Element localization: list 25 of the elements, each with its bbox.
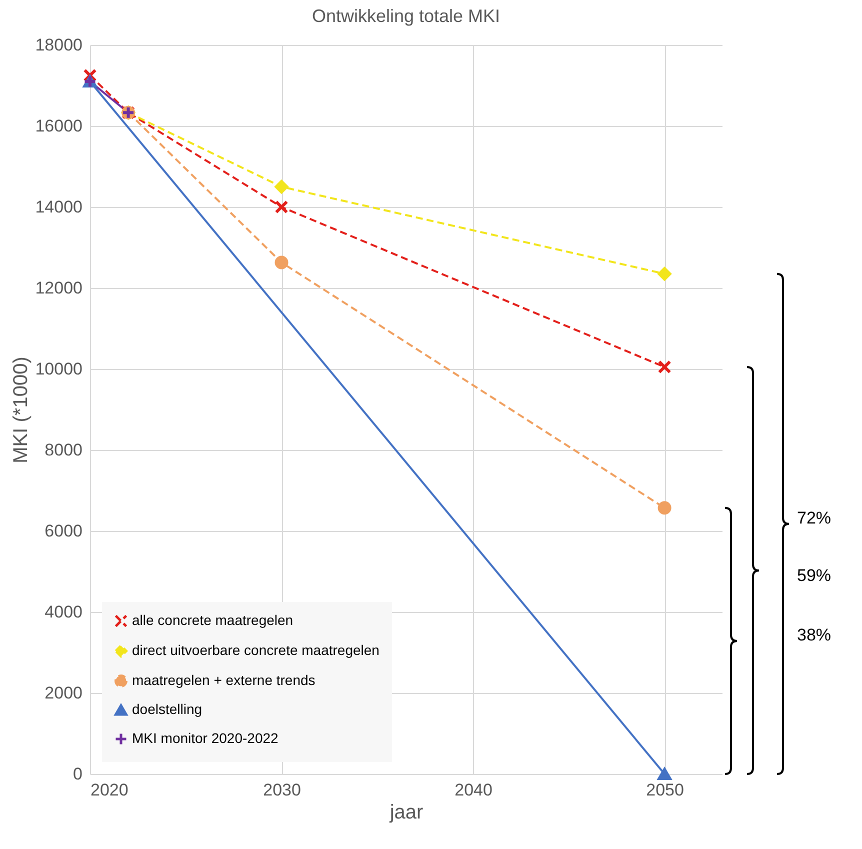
x-tick-label: 2030 — [263, 780, 301, 800]
y-tick-label: 16000 — [35, 116, 82, 136]
chart-title: Ontwikkeling totale MKI — [312, 6, 500, 26]
legend-label: direct uitvoerbare concrete maatregelen — [132, 642, 380, 658]
y-tick-label: 0 — [73, 764, 82, 784]
y-tick-label: 10000 — [35, 360, 82, 378]
legend-label: doelstelling — [132, 701, 202, 717]
legend-label: maatregelen + externe trends — [132, 672, 316, 688]
y-tick-label: 4000 — [44, 602, 82, 622]
y-axis-title: MKI (*1000) — [10, 356, 32, 464]
y-tick-label: 6000 — [44, 522, 82, 540]
x-axis-title: jaar — [388, 802, 424, 824]
legend-label: alle concrete maatregelen — [132, 612, 294, 628]
y-tick-label: 8000 — [44, 440, 82, 460]
text: 59% — [797, 566, 832, 585]
text: 38% — [797, 625, 832, 644]
text: 72% — [797, 508, 832, 528]
y-tick-label: 18000 — [35, 36, 82, 54]
y-tick-label: 2000 — [44, 684, 82, 702]
y-tick-label: 14000 — [35, 198, 82, 216]
legend-label: MKI monitor 2020-2022 — [132, 730, 279, 746]
x-tick-label: 2020 — [90, 780, 128, 800]
x-tick-label: 2040 — [454, 780, 492, 800]
y-tick-label: 12000 — [35, 278, 82, 298]
x-tick-label: 2050 — [646, 780, 684, 800]
